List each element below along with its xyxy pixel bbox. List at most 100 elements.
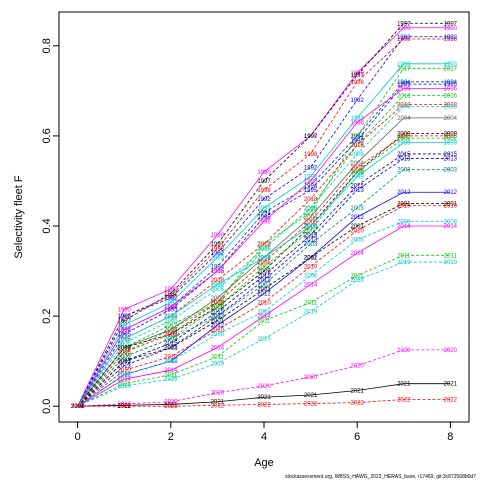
point-label: 2001 (118, 359, 132, 365)
point-label: 2016 (257, 247, 271, 253)
point-label: 1990 (211, 233, 225, 239)
point-label: 2004 (118, 346, 132, 352)
point-label: 2019 (304, 310, 318, 316)
point-label: 2020 (397, 348, 411, 354)
point-label: 2019 (397, 260, 411, 266)
point-label: 1998 (444, 37, 458, 43)
point-label: 2003 (211, 314, 225, 320)
point-label: 2011 (164, 373, 178, 379)
point-label: 2019 (211, 361, 225, 367)
point-label: 2001 (351, 224, 365, 230)
point-label: 1997 (71, 404, 85, 410)
point-label: 2019 (351, 278, 365, 284)
point-label: 1990 (304, 134, 318, 140)
point-label: 1999 (397, 141, 411, 147)
x-tick-label: 4 (261, 431, 267, 443)
point-label: 2021 (351, 388, 365, 394)
point-label: 2013 (71, 404, 85, 410)
point-label: 1993 (118, 323, 132, 329)
x-tick-label: 2 (168, 431, 174, 443)
y-axis-title: Selectivity fleet F (13, 175, 25, 258)
series-line (77, 225, 451, 407)
series-line (77, 67, 451, 407)
point-label: 2006 (397, 105, 411, 111)
y-tick-label: 0.8 (41, 38, 53, 53)
point-label: 2002 (444, 136, 458, 142)
series-line (77, 83, 451, 407)
point-label: 2018 (397, 102, 411, 108)
series-2003: 2003 2003 2003 2003 2003 2003 2003 2003 2003 (71, 168, 458, 411)
point-label: 2014 (444, 224, 458, 230)
point-label: 2015 (351, 183, 365, 189)
point-label: 1999 (71, 404, 85, 410)
point-label: 2021 (304, 393, 318, 399)
point-label: 2016 (118, 350, 132, 356)
point-label: 2002 (164, 337, 178, 343)
point-label: 1997 (118, 319, 132, 325)
point-label: 1994 (257, 210, 271, 216)
point-label: 2011 (71, 404, 85, 410)
point-label: 2006 (304, 206, 318, 212)
point-label: 2014 (118, 377, 132, 383)
point-label: 1997 (351, 73, 365, 79)
point-label: 2003 (304, 242, 318, 248)
point-label: 2002 (71, 404, 85, 410)
point-label: 2015 (164, 341, 178, 347)
point-label: 1992 (257, 197, 271, 203)
point-label: 2018 (118, 337, 132, 343)
point-label: 2014 (351, 251, 365, 257)
point-label: 2018 (71, 404, 85, 410)
point-label: 2015 (71, 404, 85, 410)
point-label: 1998 (118, 314, 132, 320)
footer-text: stockassessment.org, WBSS_HAWG_2023_HERA… (285, 474, 476, 480)
series-2015: 2015 2015 2015 2015 2015 2015 2015 2015 2015 (71, 152, 458, 410)
point-label: 2019 (257, 337, 271, 343)
point-label: 2013 (397, 156, 411, 162)
point-label: 2015 (211, 310, 225, 316)
point-label: 1995 (397, 82, 411, 88)
point-label: 2017 (304, 210, 318, 216)
point-label: 2001 (71, 404, 85, 410)
point-label: 2010 (444, 204, 458, 210)
point-label: 2001 (211, 319, 225, 325)
point-label: 2003 (164, 337, 178, 343)
point-label: 1995 (164, 307, 178, 313)
point-label: 1999 (118, 337, 132, 343)
point-label: 1995 (304, 188, 318, 194)
point-label: 2017 (211, 301, 225, 307)
point-label: 2018 (444, 102, 458, 108)
point-label: 2010 (257, 301, 271, 307)
point-label: 1994 (444, 80, 458, 86)
series-1999: 1999 1999 1999 1999 1999 1999 1999 1999 1999 (71, 141, 458, 411)
point-label: 2022 (351, 401, 365, 407)
point-label: 2013 (211, 314, 225, 320)
point-label: 1998 (397, 37, 411, 43)
point-label: 2017 (351, 134, 365, 140)
point-label: 1992 (71, 404, 85, 410)
point-label: 2005 (444, 134, 458, 140)
point-label: 2005 (397, 134, 411, 140)
point-label: 2018 (211, 278, 225, 284)
series-1996: 1996 1996 1996 1996 1996 1996 1996 1996 1996 (71, 87, 458, 411)
series-2001: 2001 2001 2001 2001 2001 2001 2001 2001 2001 (71, 201, 458, 410)
series-line (77, 254, 451, 407)
point-label: 2002 (118, 355, 132, 361)
point-label: 2006 (71, 404, 85, 410)
point-label: 2018 (351, 143, 365, 149)
point-label: 2021 (211, 400, 225, 406)
point-label: 1992 (211, 251, 225, 257)
point-label: 2004 (397, 116, 411, 122)
point-label: 2004 (257, 256, 271, 262)
point-label: 1994 (164, 305, 178, 311)
point-label: 2016 (71, 404, 85, 410)
point-label: 1998 (164, 294, 178, 300)
point-label: 2009 (257, 269, 271, 275)
point-label: 1998 (351, 80, 365, 86)
point-label: 2006 (351, 152, 365, 158)
point-label: 2015 (397, 152, 411, 158)
point-label: 2013 (444, 156, 458, 162)
point-label: 2022 (257, 402, 271, 408)
point-label: 2005 (257, 260, 271, 266)
point-label: 2013 (304, 238, 318, 244)
